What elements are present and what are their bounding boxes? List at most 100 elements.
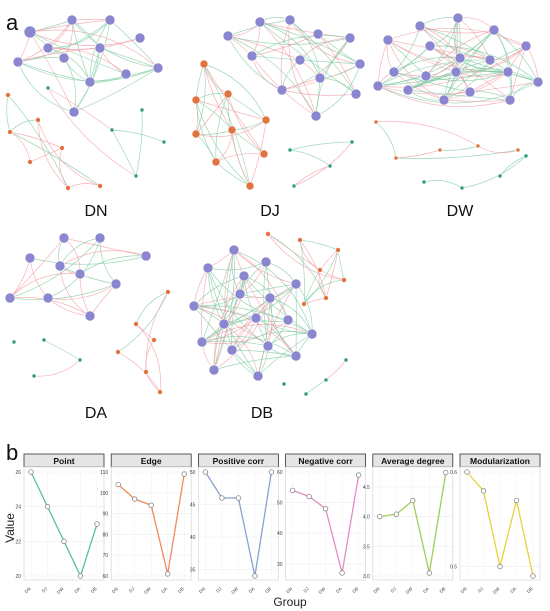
data-point: [77, 573, 84, 579]
network-edge: [443, 71, 509, 101]
network-edge: [375, 121, 479, 147]
network-node: [261, 115, 271, 125]
network-edge: [263, 261, 269, 347]
network-edge: [47, 283, 117, 300]
network-node: [284, 14, 296, 26]
network-node: [42, 42, 54, 54]
x-tick-label: DW: [317, 586, 326, 595]
y-tick-label: 60: [277, 470, 283, 476]
x-tick-label: DJ: [128, 586, 135, 593]
network-edge: [231, 275, 245, 351]
data-point: [132, 496, 138, 502]
network-edge: [387, 39, 509, 73]
network-edge: [47, 87, 113, 131]
facet-point: Point 20 22 24 26 DN DJ DW DA DB: [15, 453, 105, 595]
network-edge: [117, 351, 161, 393]
network-edge: [9, 131, 63, 149]
network-node: [459, 185, 465, 191]
network-edge: [243, 275, 313, 335]
network-edge: [213, 293, 241, 371]
data-point: [355, 472, 362, 478]
network-edge: [257, 283, 297, 377]
facet-average-degree: Average degree 3.0 3.5 4.0 4.5 DN DJ DW DA DB: [363, 453, 454, 595]
network-node: [323, 295, 329, 301]
panel-label-b: b: [6, 440, 18, 465]
network-node: [84, 76, 96, 88]
network-nodes: [191, 14, 366, 191]
data-point: [268, 469, 275, 475]
network-node: [265, 231, 271, 237]
data-point: [148, 502, 154, 508]
network-node: [74, 268, 86, 280]
x-tick-label: DW: [492, 586, 501, 595]
network-edge: [305, 379, 327, 395]
network-node: [152, 62, 164, 74]
network-edge: [17, 47, 101, 63]
network-node: [312, 28, 324, 40]
network-node: [450, 66, 462, 78]
network-node: [24, 252, 36, 264]
data-point: [393, 511, 399, 517]
network-edge: [443, 59, 491, 101]
network-node: [291, 183, 297, 189]
network-node: [227, 125, 237, 135]
y-tick-label: 80: [103, 532, 109, 538]
network-node: [4, 292, 16, 304]
network-node: [54, 260, 66, 272]
y-tick-label: 20: [15, 574, 21, 580]
network-node: [349, 139, 355, 145]
network-edge: [47, 47, 127, 75]
network-panel: [4, 12, 544, 397]
network-node: [143, 369, 149, 375]
network-edge: [73, 67, 159, 113]
network-edge: [303, 279, 345, 305]
facet-title: Positive corr: [213, 456, 265, 466]
network-node: [254, 16, 266, 28]
network-node: [317, 267, 323, 273]
network-node: [301, 301, 307, 307]
y-tick-label: 30: [277, 562, 283, 568]
network-edge: [193, 305, 297, 357]
network-edge: [299, 239, 339, 251]
network-edge: [29, 31, 141, 46]
facet-charts: Point 20 22 24 26 DN DJ DW DA DB Edge 60 70 80 90 100 11…: [15, 453, 541, 595]
network-edge: [47, 87, 137, 177]
network-edge: [395, 149, 519, 159]
network-edge: [43, 339, 81, 361]
network-node: [157, 389, 163, 395]
network-node: [161, 139, 167, 145]
network-edge: [337, 249, 345, 281]
network-edge: [299, 239, 327, 299]
network-edge: [201, 324, 313, 343]
network-node: [234, 288, 246, 300]
network-edge: [29, 31, 127, 75]
network-edge: [195, 119, 267, 137]
network-edge: [429, 45, 539, 83]
x-tick-label: DB: [264, 586, 272, 594]
network-edge: [227, 93, 267, 121]
network-node: [297, 237, 303, 243]
y-tick-label: 3.5: [363, 544, 370, 550]
network-edge: [9, 119, 39, 133]
network-edge: [63, 57, 91, 83]
y-tick-label: 35: [190, 568, 196, 574]
network-node: [420, 70, 432, 82]
network-edge: [387, 39, 491, 61]
panel-label-a: a: [6, 10, 19, 35]
network-edge: [377, 85, 511, 107]
network-node: [259, 149, 269, 159]
network-edge: [9, 131, 101, 187]
network-edge: [111, 129, 137, 177]
network-edge: [207, 267, 289, 321]
network-edge: [17, 61, 91, 83]
data-point: [44, 504, 51, 510]
network-node: [504, 94, 516, 106]
data-point: [219, 495, 225, 501]
network-edge: [6, 94, 11, 133]
network-node: [94, 42, 106, 54]
network-node: [402, 84, 414, 96]
x-tick-label: DN: [24, 586, 32, 594]
y-tick-label: 4.5: [363, 485, 370, 491]
network-node: [191, 95, 201, 105]
network-label-dw: DW: [447, 203, 475, 220]
